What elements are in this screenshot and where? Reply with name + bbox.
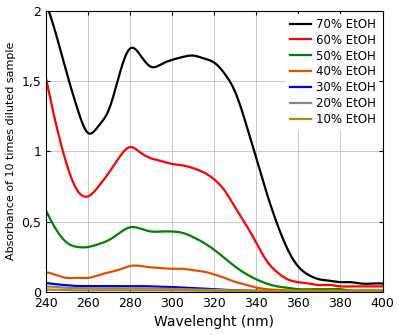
10% EtOH — [103, 288, 108, 292]
10% EtOH — [196, 289, 201, 293]
50% EtOH — [44, 208, 48, 212]
30% EtOH — [242, 288, 247, 292]
50% EtOH — [103, 240, 108, 244]
20% EtOH — [242, 289, 247, 293]
60% EtOH — [196, 168, 201, 172]
20% EtOH — [196, 288, 201, 292]
10% EtOH — [130, 288, 135, 292]
50% EtOH — [297, 287, 302, 291]
Line: 60% EtOH: 60% EtOH — [46, 78, 382, 286]
10% EtOH — [380, 289, 385, 293]
30% EtOH — [298, 289, 302, 293]
30% EtOH — [44, 281, 48, 285]
30% EtOH — [103, 284, 108, 288]
Line: 40% EtOH: 40% EtOH — [46, 266, 382, 291]
70% EtOH — [103, 115, 108, 119]
60% EtOH — [380, 284, 385, 288]
10% EtOH — [242, 289, 247, 293]
20% EtOH — [103, 286, 108, 290]
70% EtOH — [363, 282, 368, 286]
30% EtOH — [196, 286, 201, 290]
Line: 30% EtOH: 30% EtOH — [46, 283, 382, 291]
50% EtOH — [196, 238, 201, 242]
Y-axis label: Absorbance of 10 times diluted sample: Absorbance of 10 times diluted sample — [6, 42, 16, 261]
10% EtOH — [298, 289, 302, 293]
20% EtOH — [380, 289, 385, 293]
50% EtOH — [130, 225, 135, 229]
30% EtOH — [380, 289, 385, 293]
40% EtOH — [103, 271, 108, 275]
70% EtOH — [196, 55, 201, 59]
X-axis label: Wavelenght (nm): Wavelenght (nm) — [154, 316, 274, 329]
60% EtOH — [103, 175, 108, 179]
40% EtOH — [130, 264, 135, 268]
50% EtOH — [352, 289, 357, 293]
Legend: 70% EtOH, 60% EtOH, 50% EtOH, 40% EtOH, 30% EtOH, 20% EtOH, 10% EtOH: 70% EtOH, 60% EtOH, 50% EtOH, 40% EtOH, … — [286, 14, 379, 130]
20% EtOH — [298, 289, 302, 293]
Line: 70% EtOH: 70% EtOH — [46, 4, 382, 284]
70% EtOH — [130, 46, 135, 50]
50% EtOH — [380, 289, 385, 293]
60% EtOH — [44, 76, 48, 80]
50% EtOH — [242, 271, 247, 275]
Line: 10% EtOH: 10% EtOH — [46, 289, 382, 291]
60% EtOH — [130, 145, 135, 149]
60% EtOH — [297, 280, 302, 284]
40% EtOH — [44, 270, 48, 274]
40% EtOH — [242, 282, 247, 286]
60% EtOH — [242, 220, 247, 224]
20% EtOH — [290, 289, 294, 293]
70% EtOH — [242, 116, 247, 120]
70% EtOH — [297, 266, 302, 270]
70% EtOH — [380, 282, 385, 286]
Line: 50% EtOH: 50% EtOH — [46, 210, 382, 291]
30% EtOH — [290, 289, 294, 293]
20% EtOH — [44, 284, 48, 288]
40% EtOH — [300, 289, 304, 293]
50% EtOH — [268, 283, 273, 287]
40% EtOH — [132, 264, 137, 268]
Line: 20% EtOH: 20% EtOH — [46, 286, 382, 291]
60% EtOH — [342, 284, 347, 288]
40% EtOH — [298, 289, 302, 293]
30% EtOH — [268, 289, 273, 293]
40% EtOH — [380, 289, 385, 293]
10% EtOH — [269, 289, 274, 293]
10% EtOH — [237, 289, 242, 293]
60% EtOH — [268, 264, 273, 268]
10% EtOH — [44, 287, 48, 291]
40% EtOH — [196, 269, 201, 273]
40% EtOH — [269, 287, 274, 291]
70% EtOH — [44, 2, 48, 6]
30% EtOH — [130, 284, 135, 288]
20% EtOH — [268, 289, 273, 293]
70% EtOH — [268, 204, 273, 208]
20% EtOH — [130, 286, 135, 290]
